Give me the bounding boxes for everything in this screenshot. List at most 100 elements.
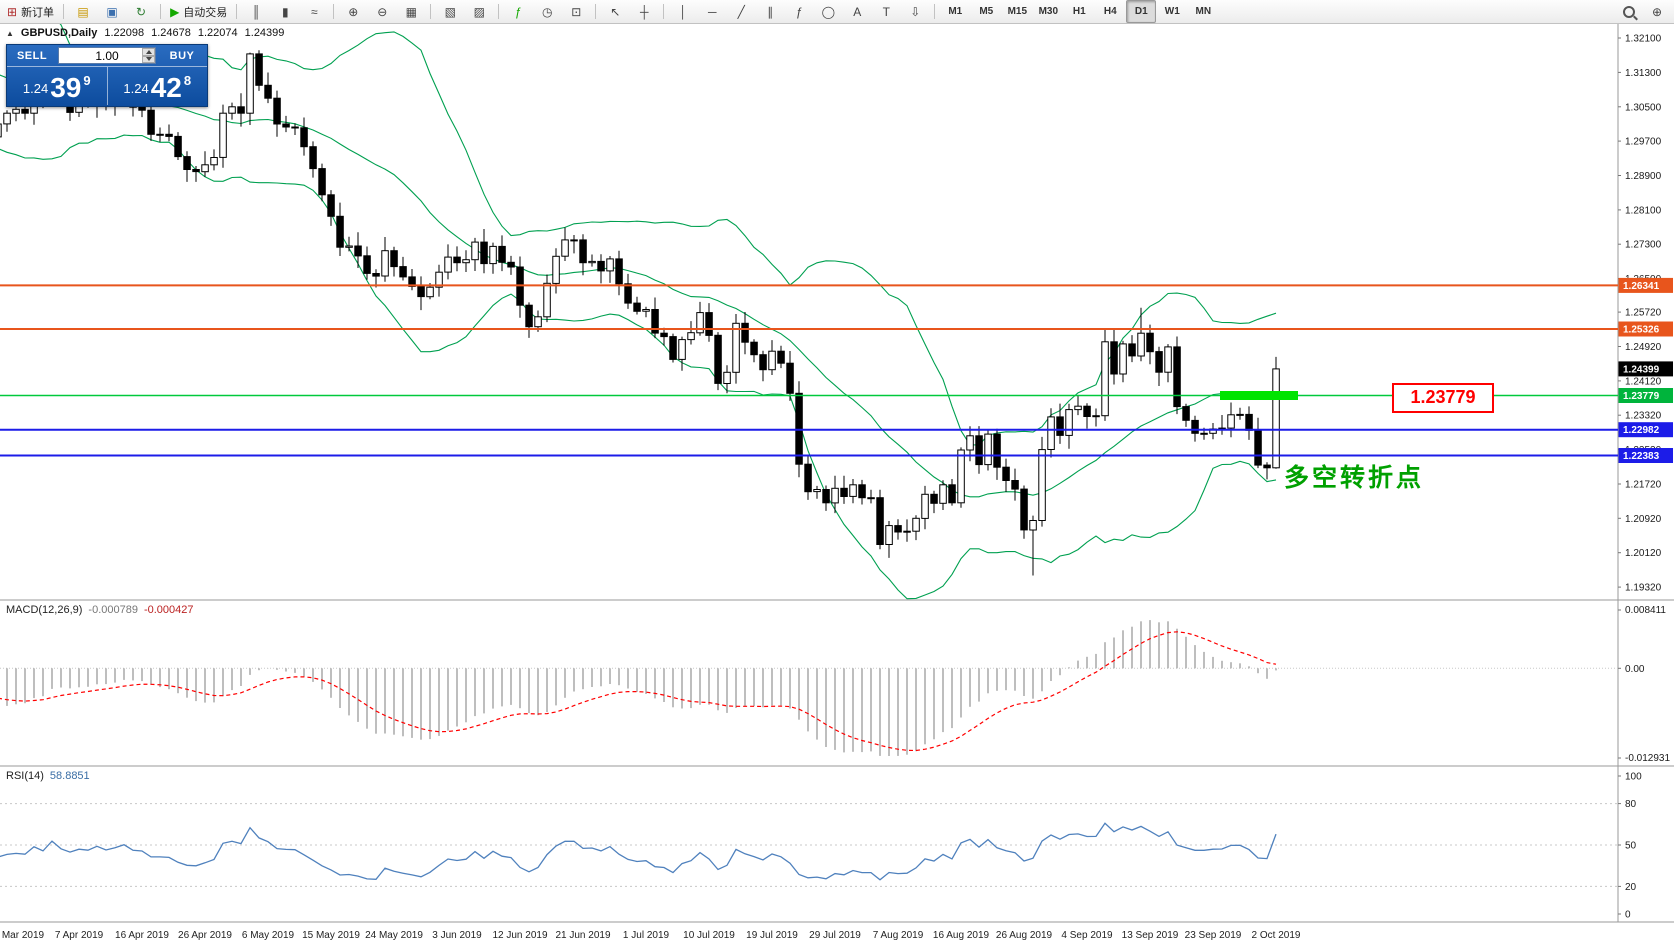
- tf-w1-button[interactable]: W1: [1164, 6, 1180, 17]
- tf-d1-button[interactable]: D1: [1126, 0, 1157, 23]
- tf-mn-button[interactable]: MN: [1195, 6, 1212, 17]
- candle: [246, 53, 254, 114]
- svg-text:1.24920: 1.24920: [1625, 342, 1662, 353]
- candle: [831, 487, 839, 504]
- sell-button[interactable]: 1.24 39 9: [7, 67, 107, 105]
- channel-button[interactable]: ∥: [756, 1, 784, 22]
- sell-price-big: 39: [50, 72, 82, 104]
- new-order-icon: ⊞: [7, 4, 18, 19]
- shapes-button[interactable]: ◯: [814, 1, 842, 22]
- svg-text:1.24399: 1.24399: [1623, 364, 1660, 375]
- candle: [273, 97, 281, 125]
- buy-price-small: 1.24: [123, 81, 149, 96]
- highlight-rectangle[interactable]: [1220, 391, 1298, 400]
- cursor-button[interactable]: ↖: [601, 1, 629, 22]
- search-icon[interactable]: [1615, 1, 1643, 22]
- fibonacci-button[interactable]: ƒ: [785, 1, 813, 22]
- label-button[interactable]: T: [872, 1, 900, 22]
- candle: [525, 304, 533, 328]
- candle: [669, 336, 677, 360]
- toolbar-separator: [663, 4, 665, 19]
- trendline-button[interactable]: ╱: [727, 1, 755, 22]
- candle: [1056, 416, 1064, 436]
- profiles-button[interactable]: ▤: [69, 1, 97, 22]
- date-label: 15 May 2019: [302, 930, 360, 941]
- crosshair-icon: ┼: [640, 4, 649, 19]
- arrows-button[interactable]: ⇩: [901, 1, 929, 22]
- low-value: 1.22074: [197, 27, 238, 39]
- cascade-windows-button[interactable]: ▧: [436, 1, 464, 22]
- candle: [678, 339, 686, 360]
- candle: [561, 239, 569, 257]
- line-chart-button[interactable]: ≈: [300, 1, 328, 22]
- candle: [1047, 416, 1055, 450]
- tf-m15-button[interactable]: M15: [1007, 6, 1028, 17]
- panel-borders: [0, 23, 1674, 923]
- price-tag-1.23779: 1.23779: [1618, 388, 1673, 403]
- volume-spinner: [142, 48, 155, 63]
- candle: [732, 322, 740, 373]
- bollinger-bands: [0, 23, 1277, 600]
- vertical-line-icon: │: [679, 4, 688, 19]
- zoom-out-button[interactable]: ⊖: [368, 1, 396, 22]
- vertical-line-button[interactable]: │: [669, 1, 697, 22]
- new-order-button[interactable]: ⊞ 新订单: [3, 1, 58, 22]
- date-label: 26 Apr 2019: [178, 930, 232, 941]
- horizontal-line-button[interactable]: ─: [698, 1, 726, 22]
- price-callout[interactable]: 1.23779: [1392, 382, 1494, 413]
- candle: [939, 484, 947, 504]
- candle: [921, 493, 929, 519]
- price-tag-1.22982: 1.22982: [1618, 422, 1673, 438]
- arrange-windows-button[interactable]: ▨: [465, 1, 493, 22]
- buy-button[interactable]: 1.24 42 8: [108, 67, 208, 105]
- candle: [1119, 343, 1127, 375]
- profiles-icon: ▤: [77, 4, 89, 19]
- zoom-in-button[interactable]: ⊕: [339, 1, 367, 22]
- candle: [300, 127, 308, 148]
- tf-m5-button[interactable]: M5: [979, 6, 994, 17]
- periods-button[interactable]: ◷: [533, 1, 561, 22]
- charts-window-button[interactable]: ▣: [98, 1, 126, 22]
- candle: [255, 53, 263, 86]
- candle: [507, 261, 515, 268]
- tf-m1-button[interactable]: M1: [948, 6, 963, 17]
- indicators-button[interactable]: ƒ: [504, 1, 532, 22]
- svg-text:1.23779: 1.23779: [1623, 391, 1660, 402]
- templates-button[interactable]: ⊡: [562, 1, 590, 22]
- volume-down-icon[interactable]: [142, 55, 155, 63]
- line-chart-icon: ≈: [311, 4, 318, 19]
- zoom-window-icon[interactable]: ⊕: [1643, 1, 1671, 22]
- candle: [642, 309, 650, 312]
- svg-text:1.22383: 1.22383: [1623, 451, 1660, 462]
- candle: [1074, 405, 1082, 411]
- candle: [21, 108, 29, 114]
- price-axis: 1.32100 1.31300 1.30500 1.29700 1.28900 1.281…: [1618, 34, 1662, 594]
- candle: [237, 106, 245, 114]
- text-button[interactable]: A: [843, 1, 871, 22]
- tf-m30-button[interactable]: M30: [1038, 6, 1059, 17]
- volume-input[interactable]: 1.00: [58, 47, 156, 64]
- tile-windows-button[interactable]: ▦: [397, 1, 425, 22]
- cascade-windows-icon: ▧: [444, 4, 456, 19]
- candle: [1029, 520, 1037, 531]
- svg-text:1.27300: 1.27300: [1625, 240, 1662, 251]
- candle: [498, 245, 506, 263]
- crosshair-button[interactable]: ┼: [630, 1, 658, 22]
- tf-h4-button[interactable]: H4: [1103, 6, 1117, 17]
- date-label: 7 Aug 2019: [873, 930, 924, 941]
- candlestick-chart-button[interactable]: ▮: [271, 1, 299, 22]
- refresh-button[interactable]: ↻: [127, 1, 155, 22]
- volume-up-icon[interactable]: [142, 48, 155, 56]
- candle: [264, 84, 272, 99]
- svg-text:0.00: 0.00: [1625, 664, 1645, 675]
- panel-toggle-icon[interactable]: ▲: [6, 28, 14, 38]
- autotrading-button[interactable]: ▶ 自动交易: [166, 1, 231, 22]
- bars-chart-button[interactable]: ║: [242, 1, 270, 22]
- fibonacci-icon: ƒ: [795, 4, 803, 19]
- candle: [867, 497, 875, 500]
- candle: [723, 371, 731, 384]
- tf-h1-button[interactable]: H1: [1072, 6, 1086, 17]
- candle: [912, 517, 920, 532]
- candle: [183, 156, 191, 171]
